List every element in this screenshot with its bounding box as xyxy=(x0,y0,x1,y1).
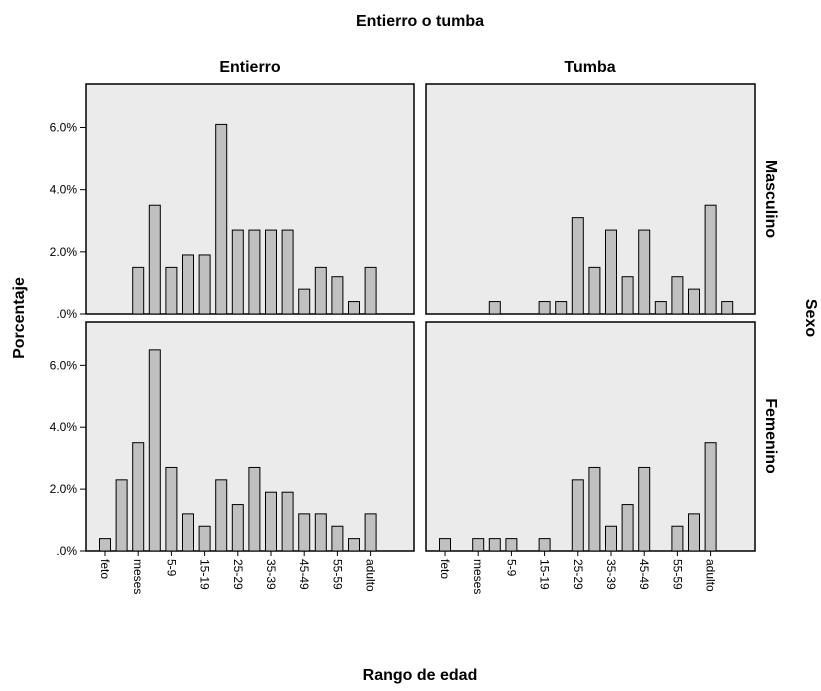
x-tick-label: 5-9 xyxy=(504,559,518,577)
bar xyxy=(231,229,244,315)
bar xyxy=(298,513,311,552)
bar xyxy=(165,466,178,552)
y-tick-label: .0% xyxy=(56,544,77,558)
bar xyxy=(331,276,344,315)
bar xyxy=(654,301,667,315)
bar xyxy=(688,288,700,315)
bar xyxy=(638,466,651,552)
x-tick-label: 55-59 xyxy=(670,559,684,590)
bar xyxy=(248,229,261,315)
y-tick-label: 4.0% xyxy=(50,420,78,434)
x-tick-label: 35-39 xyxy=(264,559,278,590)
y-tick-label: 2.0% xyxy=(50,245,78,259)
bar xyxy=(115,479,128,552)
x-tick-label: meses xyxy=(471,559,485,594)
chart-title: Entierro o tumba xyxy=(356,13,484,30)
bar xyxy=(671,276,684,315)
bar xyxy=(472,538,485,552)
row-label: Femenino xyxy=(762,398,779,474)
bar xyxy=(148,204,161,315)
bar xyxy=(132,442,145,552)
bar xyxy=(281,229,294,315)
bar xyxy=(588,266,601,315)
bar xyxy=(265,491,277,552)
bar xyxy=(198,254,211,315)
bar xyxy=(364,266,377,315)
bar xyxy=(298,288,311,315)
x-tick-label: feto xyxy=(438,559,452,579)
x-tick-label: 5-9 xyxy=(164,559,178,577)
row-title: Sexo xyxy=(802,299,819,337)
bar xyxy=(331,525,344,552)
x-tick-label: 45-49 xyxy=(637,559,651,590)
bar xyxy=(281,491,294,552)
x-tick-label: feto xyxy=(98,559,112,579)
bar xyxy=(231,504,244,552)
bar xyxy=(538,538,551,552)
x-tick-label: meses xyxy=(131,559,145,594)
bar xyxy=(215,479,228,552)
bar xyxy=(505,538,518,552)
bar xyxy=(538,301,551,315)
bar xyxy=(555,301,568,315)
bar xyxy=(488,301,501,315)
x-tick-label: 25-29 xyxy=(231,559,245,590)
x-tick-label: adulto xyxy=(364,559,378,592)
x-tick-label: 15-19 xyxy=(538,559,552,590)
y-tick-label: .0% xyxy=(56,307,77,321)
bar xyxy=(182,254,194,315)
bar xyxy=(721,301,734,315)
bar xyxy=(704,204,717,315)
bar xyxy=(638,229,651,315)
bar xyxy=(588,466,601,552)
bar xyxy=(148,349,161,552)
bar xyxy=(348,301,360,315)
bar xyxy=(605,229,617,315)
x-tick-label: 45-49 xyxy=(297,559,311,590)
bar xyxy=(215,123,228,315)
y-tick-label: 6.0% xyxy=(50,121,78,135)
bar xyxy=(621,276,634,315)
bar xyxy=(688,513,700,552)
bar xyxy=(182,513,194,552)
bar xyxy=(364,513,377,552)
column-label: Entierro xyxy=(219,59,281,76)
bar xyxy=(671,525,684,552)
bar xyxy=(605,525,617,552)
bar xyxy=(314,266,327,315)
x-axis-title: Rango de edad xyxy=(363,667,478,684)
y-tick-label: 4.0% xyxy=(50,183,78,197)
bar xyxy=(165,266,178,315)
x-tick-label: adulto xyxy=(704,559,718,592)
y-tick-label: 6.0% xyxy=(50,358,78,372)
bar xyxy=(198,525,211,552)
x-tick-label: 25-29 xyxy=(571,559,585,590)
bar xyxy=(439,538,451,552)
bar xyxy=(132,266,145,315)
bar xyxy=(99,538,111,552)
bar xyxy=(621,504,634,552)
x-tick-label: 55-59 xyxy=(330,559,344,590)
bar xyxy=(704,442,717,552)
bar xyxy=(488,538,501,552)
bar xyxy=(571,479,584,552)
y-tick-label: 2.0% xyxy=(50,482,78,496)
column-label: Tumba xyxy=(564,59,615,76)
y-axis-title: Porcentaje xyxy=(11,277,28,359)
bar xyxy=(248,466,261,552)
bar xyxy=(348,538,360,552)
row-label: Masculino xyxy=(762,160,779,238)
x-tick-label: 15-19 xyxy=(198,559,212,590)
bar xyxy=(265,229,277,315)
bar xyxy=(571,217,584,315)
bar xyxy=(314,513,327,552)
x-tick-label: 35-39 xyxy=(604,559,618,590)
